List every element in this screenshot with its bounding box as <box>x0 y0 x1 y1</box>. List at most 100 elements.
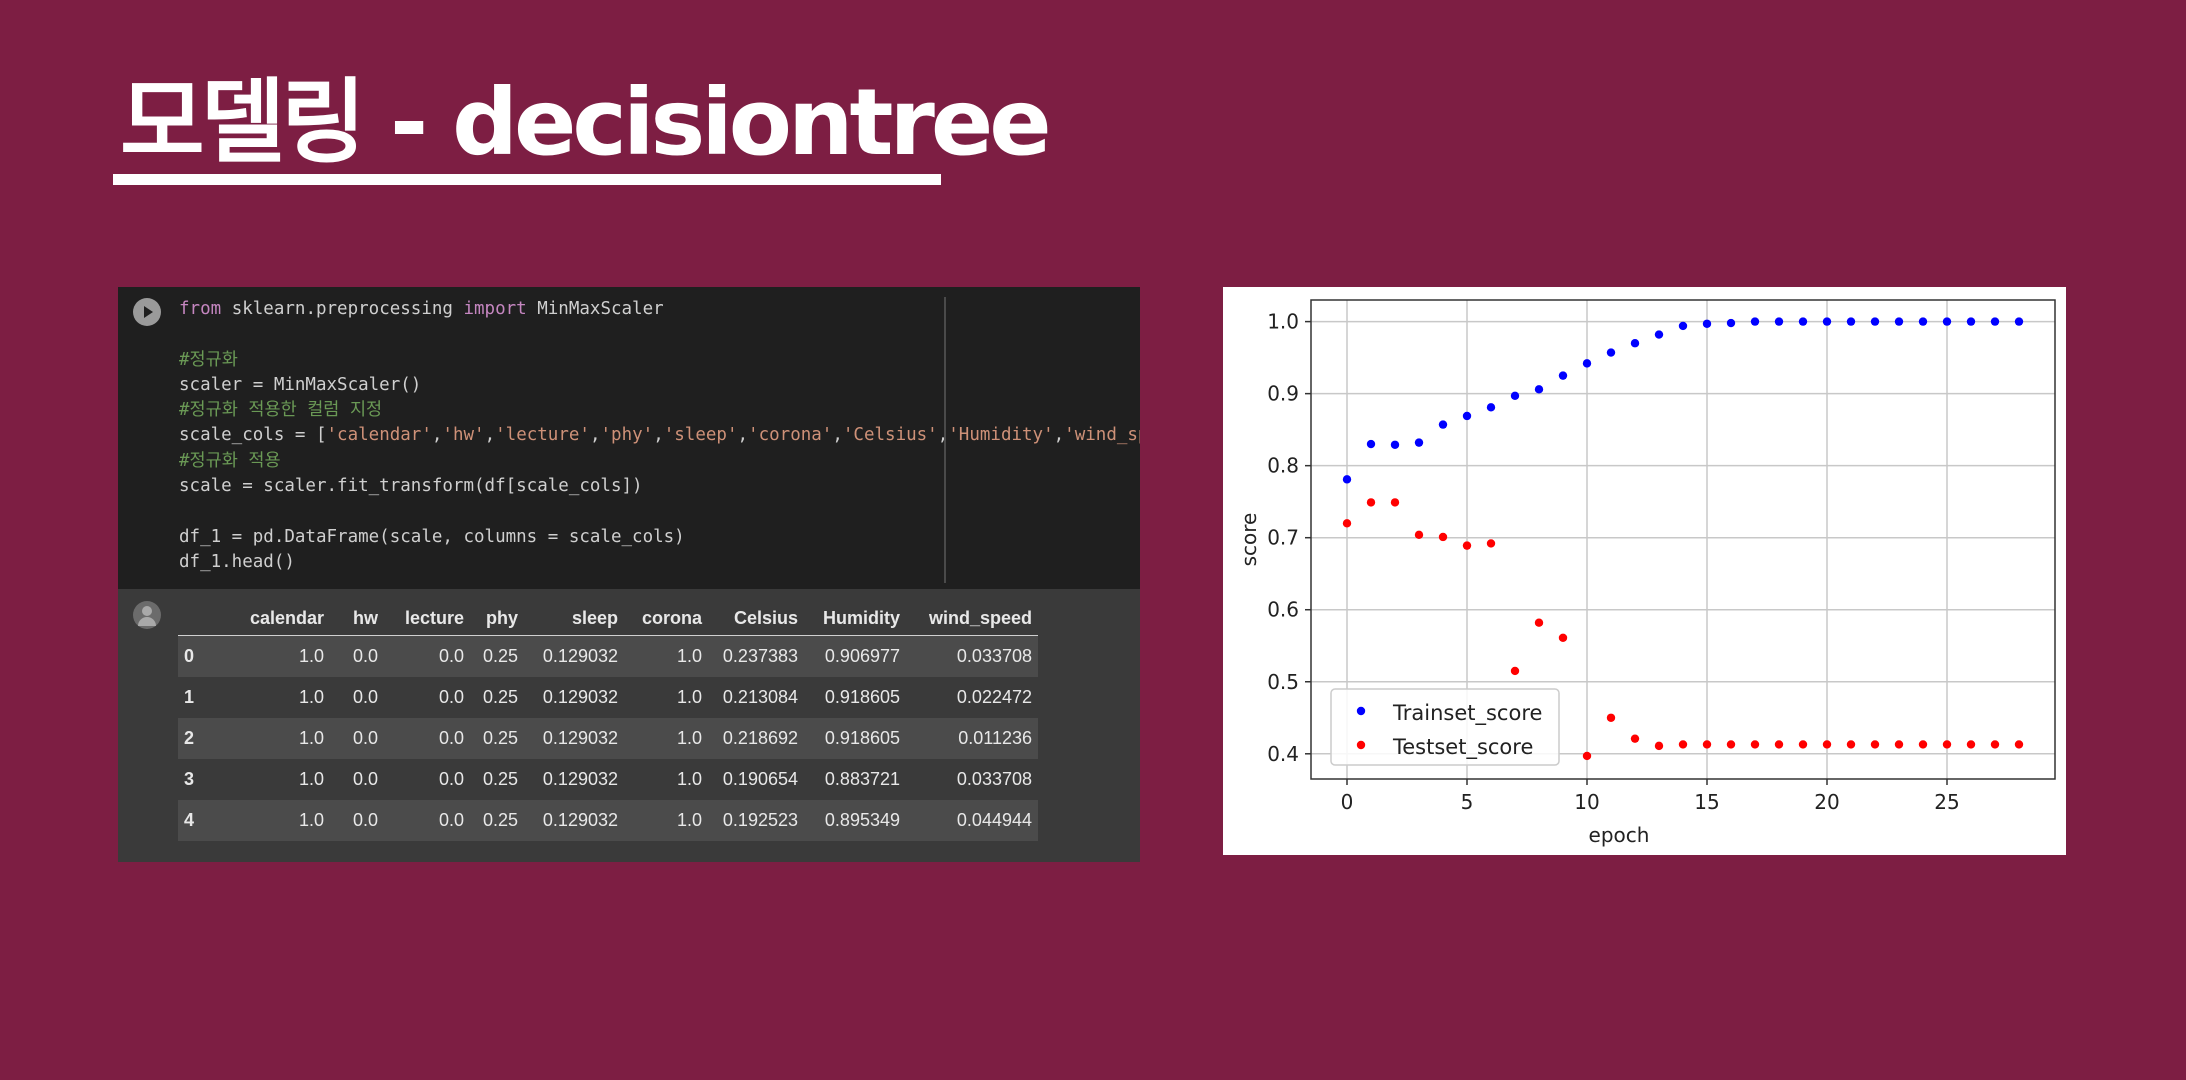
code-token: from <box>179 299 222 319</box>
table-cell: 1.0 <box>228 677 330 718</box>
y-tick-label: 0.7 <box>1267 526 1299 550</box>
table-cell: 0.044944 <box>906 800 1038 841</box>
table-header-cell: hw <box>330 601 384 636</box>
data-point <box>1366 498 1376 507</box>
y-tick-label: 0.6 <box>1267 598 1299 622</box>
table-cell: 0.129032 <box>524 718 624 759</box>
data-point <box>1678 321 1688 331</box>
data-point <box>1846 740 1856 749</box>
y-tick-label: 0.9 <box>1267 382 1299 406</box>
data-point <box>1558 633 1568 643</box>
table-header-cell: Humidity <box>804 601 906 636</box>
table-cell: 1.0 <box>228 800 330 841</box>
data-point <box>1462 411 1472 421</box>
data-point <box>1486 539 1496 548</box>
code-token: , <box>1053 425 1065 446</box>
row-index-cell: 0 <box>178 635 228 677</box>
code-line: df_1 = pd.DataFrame(scale, columns = sca… <box>179 525 1140 550</box>
code-token: 'phy' <box>600 425 654 446</box>
y-tick-label: 0.4 <box>1267 742 1299 766</box>
code-token: 'wind_speed' <box>1064 425 1140 446</box>
x-tick-label: 25 <box>1934 790 1959 814</box>
data-point <box>1798 740 1808 749</box>
table-cell: 0.0 <box>330 635 384 677</box>
table-cell: 0.129032 <box>524 759 624 800</box>
table-row: 3 1.0 0.0 0.0 0.25 0.129032 1.0 0.190654 0.88372… <box>178 759 1038 800</box>
data-point <box>1942 740 1952 749</box>
data-point <box>1774 740 1784 749</box>
code-token: #정규화 적용 <box>179 450 281 471</box>
data-point <box>1966 317 1976 326</box>
row-index-cell: 4 <box>178 800 228 841</box>
code-line: from sklearn.preprocessing import MinMax… <box>179 297 1140 322</box>
data-point <box>2014 317 2024 326</box>
code-token: 'lecture' <box>495 425 590 446</box>
code-line: scaler = MinMaxScaler() <box>179 373 1140 398</box>
table-cell: 0.022472 <box>906 677 1038 718</box>
data-point <box>1822 317 1832 326</box>
title-underline <box>113 174 941 185</box>
table-cell: 0.192523 <box>708 800 804 841</box>
data-point <box>1678 740 1688 749</box>
table-cell: 0.129032 <box>524 677 624 718</box>
data-point <box>1990 740 2000 749</box>
table-cell: 0.918605 <box>804 677 906 718</box>
data-point <box>1654 330 1664 339</box>
legend-box <box>1330 688 1560 766</box>
code-token: #정규화 <box>179 349 238 370</box>
table-header-cell: sleep <box>524 601 624 636</box>
legend-marker <box>1356 740 1366 750</box>
legend-label: Testset_score <box>1392 735 1533 760</box>
table-header-cell <box>178 601 228 636</box>
table-cell: 0.906977 <box>804 635 906 677</box>
data-point <box>1630 339 1640 348</box>
table-cell: 0.0 <box>330 800 384 841</box>
table-cell: 0.129032 <box>524 800 624 841</box>
table-cell: 0.25 <box>470 759 524 800</box>
data-point <box>1390 440 1400 449</box>
code-token: 'Humidity' <box>948 425 1054 446</box>
score-scatter-plot: 0 5 10 15 20 25 0.4 0.5 0.6 0.7 0.8 0.9 1.0 epoch scor… <box>1237 299 2056 847</box>
code-token: MinMaxScaler <box>526 299 664 319</box>
table-cell: 0.0 <box>330 759 384 800</box>
table-cell: 0.0 <box>384 677 470 718</box>
x-tick-label: 5 <box>1461 790 1474 814</box>
data-point <box>1510 666 1520 676</box>
code-token: scale_cols = [ <box>179 425 327 446</box>
table-cell: 0.129032 <box>524 635 624 677</box>
score-chart: 0 5 10 15 20 25 0.4 0.5 0.6 0.7 0.8 0.9 1.0 epoch scor… <box>1223 287 2066 855</box>
code-line: scale = scaler.fit_transform(df[scale_co… <box>179 474 1140 499</box>
table-cell: 0.011236 <box>906 718 1038 759</box>
data-point <box>1870 317 1880 326</box>
table-header-cell: lecture <box>384 601 470 636</box>
row-index-cell: 1 <box>178 677 228 718</box>
row-index-cell: 2 <box>178 718 228 759</box>
code-token: df_1.head() <box>179 551 295 572</box>
table-row: 1 1.0 0.0 0.0 0.25 0.129032 1.0 0.213084 0.91860… <box>178 677 1038 718</box>
code-line <box>179 499 1140 524</box>
table-cell: 0.25 <box>470 677 524 718</box>
data-point <box>2014 740 2024 749</box>
data-point <box>1438 532 1448 542</box>
table-cell: 0.237383 <box>708 635 804 677</box>
dataframe-output-table: calendar hw lecture phy sleep corona Celsius Hu… <box>178 601 1038 841</box>
table-cell: 1.0 <box>624 677 708 718</box>
data-point <box>1870 740 1880 749</box>
table-cell: 0.918605 <box>804 718 906 759</box>
data-point <box>1990 317 2000 326</box>
data-point <box>1702 319 1712 328</box>
data-point <box>1846 317 1856 326</box>
code-token: 'corona' <box>748 425 833 446</box>
x-axis-label: epoch <box>1589 823 1650 847</box>
data-point <box>1774 317 1784 326</box>
data-point <box>1894 740 1904 749</box>
code-token: #정규화 적용한 컬럼 지정 <box>179 400 383 421</box>
table-cell: 0.033708 <box>906 759 1038 800</box>
run-cell-button[interactable] <box>133 298 161 326</box>
row-index-cell: 3 <box>178 759 228 800</box>
table-cell: 0.25 <box>470 635 524 677</box>
code-token: import <box>463 299 527 319</box>
code-editor[interactable]: from sklearn.preprocessing import MinMax… <box>179 297 1140 575</box>
code-line: df_1.head() <box>179 550 1140 575</box>
table-cell: 1.0 <box>624 635 708 677</box>
